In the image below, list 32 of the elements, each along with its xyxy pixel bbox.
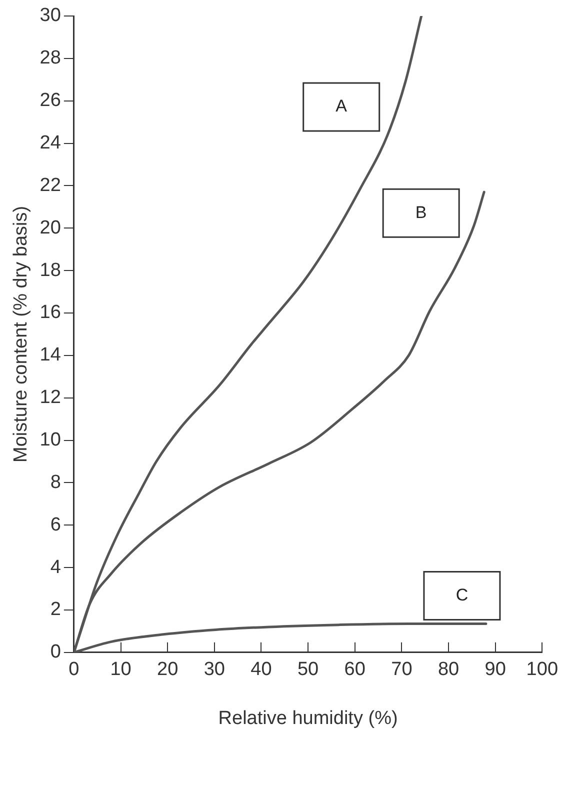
y-tick-label: 8 bbox=[50, 472, 61, 493]
y-tick-label: 12 bbox=[40, 387, 61, 408]
y-tick-label: 14 bbox=[40, 344, 62, 366]
series-label: C bbox=[456, 585, 468, 604]
y-tick-label: 0 bbox=[50, 642, 61, 663]
x-tick-label: 40 bbox=[250, 659, 272, 680]
x-tick-label: 50 bbox=[297, 659, 319, 680]
x-tick-label: 70 bbox=[391, 659, 412, 680]
x-tick-label: 100 bbox=[526, 659, 558, 680]
x-tick-label: 60 bbox=[344, 659, 366, 680]
y-tick-label: 28 bbox=[40, 48, 61, 69]
text: A bbox=[336, 96, 348, 116]
y-tick-label: 24 bbox=[40, 132, 62, 154]
y-tick-label: 16 bbox=[40, 302, 61, 324]
y-tick-label: 2 bbox=[50, 599, 61, 620]
x-tick-label: 0 bbox=[68, 659, 80, 680]
y-tick-label: 30 bbox=[40, 5, 61, 26]
text: B bbox=[415, 202, 427, 222]
x-axis-title: Relative humidity (%) bbox=[218, 708, 398, 729]
x-tick-label: 10 bbox=[110, 659, 132, 680]
y-axis-title: Moisture content (% dry basis) bbox=[10, 206, 32, 462]
y-tick-label: 4 bbox=[50, 556, 62, 578]
x-tick-label: 30 bbox=[204, 659, 225, 680]
y-tick-label: 20 bbox=[40, 217, 61, 238]
y-tick-label: 22 bbox=[40, 174, 61, 196]
x-tick-label: 20 bbox=[157, 659, 178, 680]
x-tick-label: 90 bbox=[484, 659, 506, 680]
x-tick-label: 80 bbox=[438, 659, 460, 680]
y-tick-label: 18 bbox=[40, 260, 61, 281]
y-tick-label: 10 bbox=[40, 430, 61, 450]
y-tick-label: 6 bbox=[50, 514, 61, 536]
y-tick-label: 26 bbox=[40, 90, 61, 112]
